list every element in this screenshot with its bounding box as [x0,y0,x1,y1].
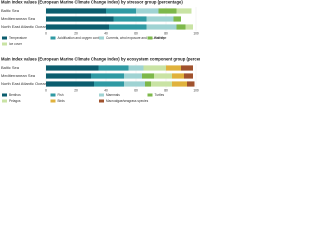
x-tick-label: 80 [164,31,168,35]
legend-swatch [147,93,153,97]
bar-segment [113,16,147,22]
bar-segment [46,16,114,22]
bar-segment [145,81,151,87]
bar-segment [185,24,193,30]
bar-segment [46,65,99,71]
bar-segment [136,8,159,14]
bar-segment [124,73,142,79]
legend-swatch [99,99,104,103]
y-tick-label: Baltic Sea [1,8,20,13]
x-tick-label: 40 [104,88,108,92]
x-tick-label: 60 [134,31,138,35]
y-tick-label: Mediterranean Sea [1,16,36,21]
y-tick-label: North East Atlantic Ocean [1,24,47,29]
legend-swatch [50,93,56,97]
legend-swatch [2,93,7,97]
bar-segment [46,8,106,14]
bar-segment [106,8,136,14]
legend-swatch [2,42,7,46]
bar-segment [151,81,172,87]
legend-label: Temperature [9,36,27,40]
bar-segment [142,73,154,79]
chart-title: Main index values (European Marine Clima… [1,0,183,5]
chart-title: Main index values (European Marine Clima… [1,57,200,62]
bar-segment [166,65,181,71]
bar-segment [109,24,147,30]
bar-segment [124,81,145,87]
y-tick-label: Mediterranean Sea [1,73,36,78]
bar-segment [158,8,177,14]
bar-segment [91,73,124,79]
x-tick-label: 0 [45,31,47,35]
legend-label: Macroalgae/seagrass species [106,99,149,103]
x-tick-label: 40 [104,31,108,35]
x-tick-label: 100 [193,88,199,92]
legend-label: Mammals [106,93,120,97]
y-tick-label: North East Atlantic Ocean [1,81,47,86]
bar-segment [173,16,181,22]
bar-segment [181,65,193,71]
legend-swatch [50,36,56,40]
x-tick-label: 0 [45,88,47,92]
bar-segment [98,65,129,71]
bar-segment [146,24,177,30]
y-tick-label: Baltic Sea [1,65,20,70]
bar-segment [94,81,124,87]
legend-label: Turtles [155,93,165,97]
legend-label: Benthos [9,93,21,97]
bar-segment [146,16,174,22]
legend-label: Ice cover [9,42,23,46]
legend-label: Pelagos [9,99,21,103]
bar-segment [176,24,186,30]
legend-label: Fish [58,93,64,97]
legend-label: Salinity [155,36,166,40]
bar-segment [172,81,187,87]
legend-swatch [99,36,104,40]
bar-segment [46,81,94,87]
bar-segment [176,8,192,14]
bar-segment [143,65,166,71]
bar-segment [128,65,144,71]
legend-swatch [147,36,153,40]
bar-segment [154,73,172,79]
legend-swatch [2,99,7,103]
x-tick-label: 100 [193,31,199,35]
legend-label: Acidification and oxygen content [58,36,104,40]
chart: Main index values (European Marine Clima… [1,0,212,103]
x-tick-label: 20 [74,31,78,35]
legend-swatch [50,99,56,103]
bar-segment [46,73,91,79]
legend-label: Currents, wind exposure and sea-level ri… [106,36,167,40]
legend-swatch [99,93,104,97]
bar-segment [46,24,109,30]
x-tick-label: 60 [134,88,138,92]
bar-segment [184,73,193,79]
bar-segment [187,81,195,87]
x-tick-label: 80 [164,88,168,92]
x-tick-label: 20 [74,88,78,92]
bar-segment [172,73,184,79]
legend-swatch [2,36,7,40]
legend-label: Birds [58,99,66,103]
